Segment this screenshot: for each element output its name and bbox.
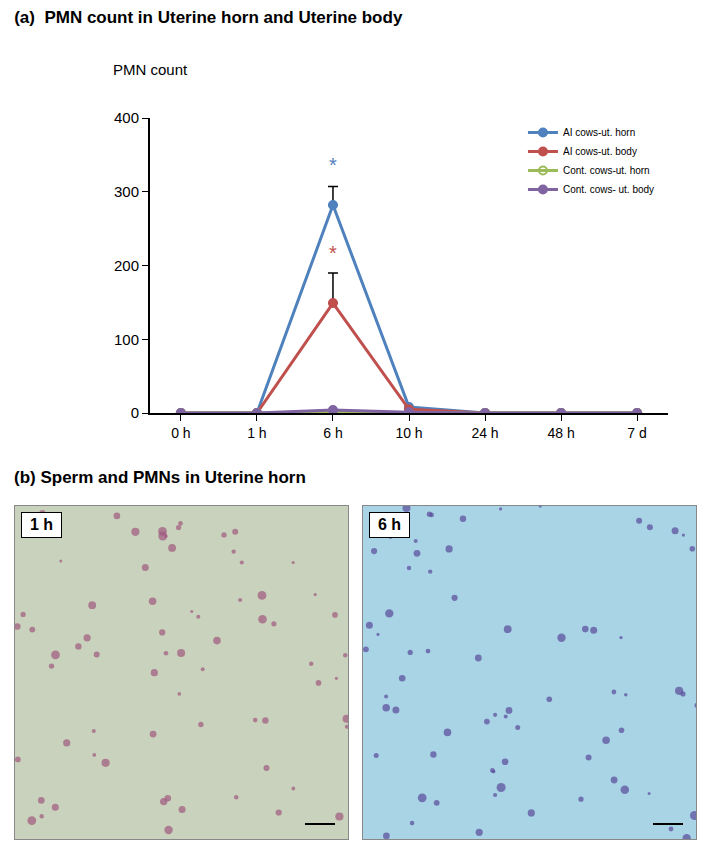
svg-text:6 h: 6 h bbox=[323, 425, 342, 441]
svg-text:0 h: 0 h bbox=[171, 425, 190, 441]
svg-text:48 h: 48 h bbox=[547, 425, 574, 441]
svg-text:1 h: 1 h bbox=[247, 425, 266, 441]
svg-text:Cont. cows- ut. body: Cont. cows- ut. body bbox=[563, 184, 654, 195]
svg-text:PMN count: PMN count bbox=[113, 61, 188, 78]
html-text:6 h: 6 h bbox=[378, 516, 402, 533]
svg-text:10 h: 10 h bbox=[395, 425, 422, 441]
svg-text:0: 0 bbox=[131, 404, 139, 421]
svg-text:*: * bbox=[329, 242, 337, 264]
svg-text:100: 100 bbox=[114, 331, 139, 348]
svg-text:*: * bbox=[329, 154, 337, 176]
svg-text:200: 200 bbox=[114, 257, 139, 274]
svg-text:300: 300 bbox=[114, 183, 139, 200]
svg-text:7 d: 7 d bbox=[627, 425, 646, 441]
svg-text:AI cows-ut. body: AI cows-ut. body bbox=[563, 146, 637, 157]
html-text:1 h: 1 h bbox=[30, 516, 54, 533]
svg-text:400: 400 bbox=[114, 109, 139, 126]
svg-text:24 h: 24 h bbox=[471, 425, 498, 441]
svg-text:Cont. cows-ut. horn: Cont. cows-ut. horn bbox=[563, 165, 650, 176]
html-text:(b) Sperm and PMNs in Uterine: (b) Sperm and PMNs in Uterine horn bbox=[14, 468, 306, 487]
svg-text:(a) PMN count in Uterine horn: (a) PMN count in Uterine horn and Uterin… bbox=[14, 8, 403, 27]
svg-text:AI cows-ut. horn: AI cows-ut. horn bbox=[563, 127, 635, 138]
